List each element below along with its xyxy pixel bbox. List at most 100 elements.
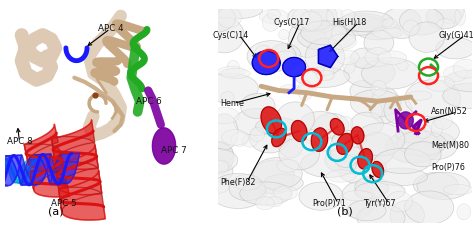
Ellipse shape	[269, 43, 301, 69]
Ellipse shape	[332, 130, 367, 148]
Text: Tyr(Y)67: Tyr(Y)67	[363, 199, 395, 208]
Text: APC 6: APC 6	[136, 97, 161, 106]
Ellipse shape	[343, 191, 373, 201]
Ellipse shape	[377, 51, 407, 64]
Ellipse shape	[277, 159, 299, 172]
Ellipse shape	[414, 124, 431, 138]
Ellipse shape	[365, 48, 391, 67]
Ellipse shape	[195, 142, 234, 173]
Text: Phe(F)82: Phe(F)82	[220, 178, 256, 187]
Ellipse shape	[444, 70, 474, 92]
Ellipse shape	[371, 87, 400, 123]
Polygon shape	[52, 120, 105, 220]
Ellipse shape	[453, 59, 474, 78]
Ellipse shape	[336, 50, 359, 65]
Text: Cys(C)14: Cys(C)14	[213, 31, 249, 40]
Ellipse shape	[386, 191, 412, 212]
Polygon shape	[292, 120, 307, 142]
Ellipse shape	[332, 15, 386, 35]
Ellipse shape	[426, 5, 461, 29]
Ellipse shape	[264, 174, 303, 192]
Polygon shape	[337, 133, 353, 154]
Ellipse shape	[437, 19, 455, 29]
Ellipse shape	[279, 138, 319, 170]
Ellipse shape	[295, 67, 349, 87]
Ellipse shape	[405, 80, 461, 117]
Polygon shape	[351, 127, 364, 144]
Ellipse shape	[191, 3, 236, 33]
Polygon shape	[0, 153, 80, 187]
Ellipse shape	[210, 160, 229, 174]
Ellipse shape	[255, 118, 299, 135]
Ellipse shape	[316, 71, 335, 81]
Ellipse shape	[374, 148, 431, 173]
Ellipse shape	[351, 48, 379, 68]
Ellipse shape	[240, 93, 275, 119]
Polygon shape	[261, 107, 282, 134]
Ellipse shape	[297, 85, 316, 95]
Ellipse shape	[338, 153, 387, 185]
Text: (b): (b)	[337, 206, 353, 216]
Ellipse shape	[337, 14, 387, 32]
Ellipse shape	[279, 30, 290, 40]
Ellipse shape	[350, 90, 401, 117]
Ellipse shape	[330, 130, 361, 168]
Ellipse shape	[210, 173, 266, 209]
Ellipse shape	[355, 177, 388, 198]
Ellipse shape	[328, 34, 356, 50]
Ellipse shape	[404, 142, 441, 167]
Ellipse shape	[231, 133, 248, 146]
Polygon shape	[319, 45, 338, 68]
Ellipse shape	[356, 123, 405, 156]
Text: APC 8: APC 8	[7, 137, 33, 146]
Ellipse shape	[300, 11, 322, 30]
Polygon shape	[358, 149, 373, 169]
Ellipse shape	[211, 114, 238, 150]
Ellipse shape	[298, 25, 356, 50]
Ellipse shape	[425, 76, 454, 91]
Ellipse shape	[347, 200, 386, 221]
Ellipse shape	[331, 25, 346, 41]
Ellipse shape	[292, 8, 310, 29]
Ellipse shape	[253, 158, 302, 189]
Ellipse shape	[289, 19, 326, 57]
Ellipse shape	[229, 178, 265, 201]
Ellipse shape	[194, 148, 238, 173]
Text: Pro(P)76: Pro(P)76	[431, 163, 465, 172]
Ellipse shape	[280, 85, 301, 94]
Ellipse shape	[407, 91, 432, 100]
Ellipse shape	[247, 41, 296, 72]
Ellipse shape	[305, 129, 330, 145]
Ellipse shape	[357, 204, 405, 232]
Ellipse shape	[355, 181, 405, 201]
Polygon shape	[0, 156, 43, 183]
Ellipse shape	[205, 17, 244, 53]
Ellipse shape	[396, 126, 427, 143]
Ellipse shape	[417, 172, 470, 200]
Ellipse shape	[221, 92, 234, 103]
Ellipse shape	[255, 197, 274, 210]
Ellipse shape	[242, 135, 258, 147]
Polygon shape	[252, 51, 280, 74]
Text: APC 4: APC 4	[98, 24, 123, 33]
Ellipse shape	[344, 57, 395, 87]
Text: Cys(C)17: Cys(C)17	[274, 18, 310, 27]
Ellipse shape	[443, 83, 474, 108]
Ellipse shape	[382, 19, 397, 29]
Ellipse shape	[301, 112, 340, 131]
Text: APC 7: APC 7	[161, 146, 187, 155]
Ellipse shape	[350, 81, 375, 102]
Ellipse shape	[436, 0, 464, 24]
Ellipse shape	[220, 68, 250, 78]
Ellipse shape	[254, 45, 273, 65]
Polygon shape	[153, 128, 175, 164]
Ellipse shape	[276, 102, 314, 137]
Ellipse shape	[232, 175, 261, 190]
Ellipse shape	[323, 64, 334, 80]
Ellipse shape	[381, 7, 421, 39]
Polygon shape	[24, 124, 70, 197]
Ellipse shape	[278, 129, 304, 158]
Ellipse shape	[356, 19, 400, 40]
Polygon shape	[272, 128, 286, 147]
Ellipse shape	[364, 30, 394, 55]
